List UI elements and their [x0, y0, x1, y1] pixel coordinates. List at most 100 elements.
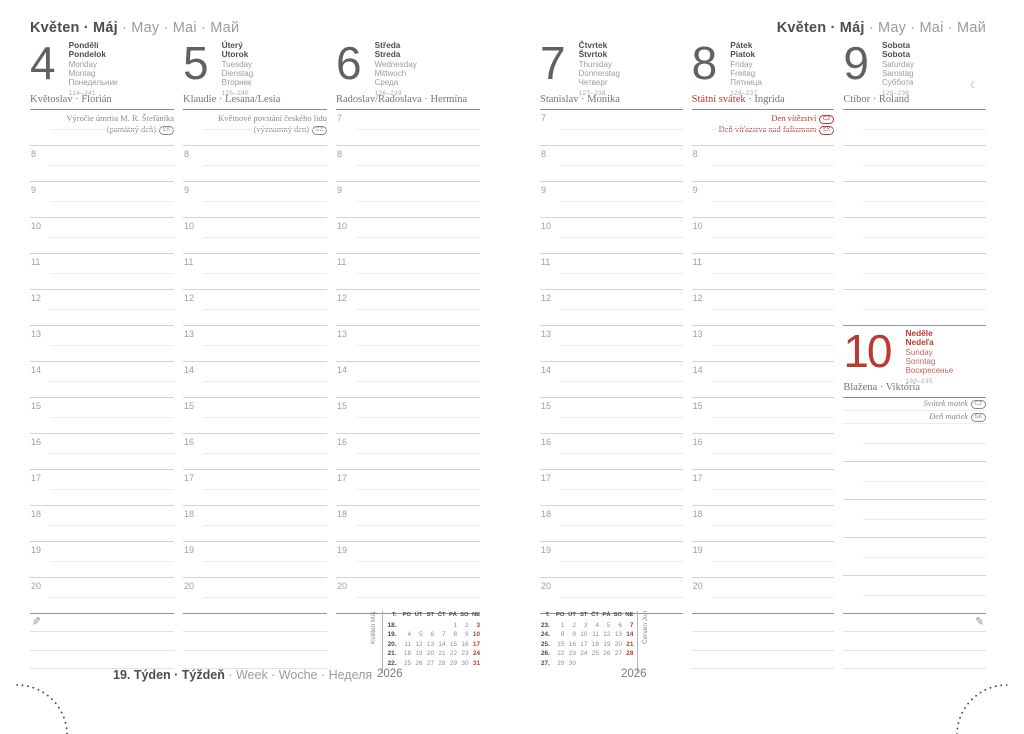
year-label-left: 2026 [377, 668, 403, 680]
half-hour-line [560, 453, 683, 454]
hour-slot: 8 [30, 146, 174, 182]
hour-label: 8 [31, 149, 37, 159]
minical-day-cell: 10 [580, 631, 588, 639]
day-column-9-10: 9 Sobota Sobota Saturday Samstag Суббота 129–2… [843, 37, 987, 734]
minical-month-label-text: Květen Máj [370, 611, 378, 644]
hour-label: 17 [337, 473, 348, 483]
hour-slot: 19 [183, 542, 327, 578]
half-hour-line [711, 561, 835, 562]
day-name: Понедельник [68, 78, 118, 88]
hour-label: 20 [184, 581, 195, 591]
minical-header-row: T. PO ÚT ST ČT PÁ SO NE [540, 611, 633, 621]
mini-calendar-may: Květen Máj T. PO ÚT ST ČT PÁ SO NE 18. 1 2 3 19. 4 5 6 7 8… [370, 611, 480, 673]
half-hour-line [356, 309, 480, 310]
minical-month-label: Červen Jún [642, 611, 650, 657]
hour-label: 18 [31, 509, 42, 519]
hour-label: 16 [337, 437, 348, 447]
minical-week-number: 19. [387, 631, 397, 639]
half-hour-line [863, 129, 987, 130]
note-line-blank [691, 651, 835, 669]
minical-week-row: 23. 1 2 3 4 5 6 7 [540, 621, 633, 631]
hour-label: 20 [31, 581, 42, 591]
hour-slot: 19 [30, 542, 174, 578]
minical-divider [381, 611, 383, 673]
month-header-left: Květen · Máj · May · Mai · Май [30, 20, 239, 36]
month-header-right: Květen · Máj · May · Mai · Май [777, 20, 986, 36]
week-label-light: · Week · Woche · Неделя [228, 668, 373, 682]
holiday-note: Výročie úmrtia M. R. Štefánika [66, 113, 174, 123]
hour-label: 8 [692, 149, 698, 159]
hour-slot: 20 [336, 578, 480, 614]
minical-header-cell: ČT [591, 612, 599, 618]
hour-slot: 19 [691, 542, 835, 578]
minical-day-cell [576, 659, 588, 669]
day-name-labels: Středa Streda Wednesday Mittwoch Среда 126–23… [375, 38, 417, 97]
day-name-labels: Sobota Sobota Saturday Samstag Суббота 129–23… [881, 38, 914, 97]
half-hour-line [356, 453, 480, 454]
pencil-icon: ✎ [973, 615, 985, 629]
hour-slot: 9 [30, 182, 174, 218]
hour-label: 14 [31, 365, 42, 375]
day-column-4: 4 Pondělí Pondelok Monday Montag Понедельник 1… [30, 38, 174, 734]
day-column-6: 6 Středa Streda Wednesday Mittwoch Среда 126–2… [336, 38, 480, 734]
minical-day-cell: 16 [461, 640, 469, 648]
hour-label: 15 [31, 401, 42, 411]
day-name: Суббота [881, 78, 914, 88]
minical-day-cell: 14 [626, 631, 634, 639]
minical-header-cell: ST [426, 612, 434, 618]
hour-label: 17 [692, 473, 703, 483]
half-hour-line [711, 453, 835, 454]
half-hour-line [711, 417, 835, 418]
day-number: 9 [843, 37, 869, 89]
minical-day-cell: 3 [583, 621, 588, 629]
minical-week-row: 27. 29 30 [540, 659, 633, 669]
hour-slot: 10 [540, 218, 683, 254]
minical-day-cell: 2 [572, 621, 576, 629]
minical-header-cell: T. [545, 612, 550, 618]
hour-slot: 8 [691, 146, 835, 182]
hour-label: 11 [184, 257, 194, 267]
minical-day-cell: 28 [626, 650, 634, 658]
hour-label: 14 [337, 365, 348, 375]
minical-month-label: Květen Máj [370, 611, 378, 657]
hour-slot: 12 [183, 290, 327, 326]
minical-day-cell: 11 [404, 640, 411, 648]
half-hour-line [50, 381, 174, 382]
hour-label: 19 [31, 545, 42, 555]
hour-slot: 18 [540, 506, 683, 542]
hour-label: 17 [31, 473, 42, 483]
minical-day-cell: 19 [603, 640, 611, 648]
hour-label: 13 [31, 329, 42, 339]
minical-day-cell: 5 [418, 631, 423, 639]
minical-day-cell: 30 [568, 659, 576, 667]
country-badge-sk: SK [819, 126, 835, 135]
day-name: Samstag [881, 68, 914, 78]
hour-slot [843, 462, 987, 500]
hour-label: 20 [692, 581, 703, 591]
hour-slot: 20 [691, 578, 835, 614]
hour-slot: 12 [691, 290, 835, 326]
hour-slot: 11 [30, 254, 174, 290]
page-left: Květen · Máj · May · Mai · Май 4 Pondělí P… [30, 0, 480, 734]
hour-slot: 20 [540, 578, 683, 614]
minical-day-cell: 18 [591, 640, 599, 648]
minical-day-cell: 11 [592, 631, 599, 639]
minical-day-cell: 24 [580, 650, 588, 658]
hour-label: 13 [541, 329, 552, 339]
hour-label: 7 [541, 113, 547, 123]
month-header-bold: Květen · Máj [776, 20, 865, 36]
hour-label: 19 [541, 545, 552, 555]
hour-label: 12 [31, 293, 42, 303]
minical-header-cell: ÚT [414, 612, 423, 618]
page-curl-decoration-left [16, 684, 68, 734]
day-name: Вторник [221, 78, 252, 88]
year-label-right: 2026 [621, 668, 647, 680]
hour-slot: 13 [183, 326, 327, 362]
day-name-labels: Pátek Piatok Friday Freitag Пятница 128–237 [730, 38, 762, 97]
hour-label: 11 [692, 257, 703, 267]
country-badge-sk: SK [159, 126, 174, 135]
day-of-year: 129–236 [881, 90, 910, 98]
day-of-year: 130–235 [905, 378, 933, 386]
week-label-bold: 19. Týden · Týždeň [113, 668, 225, 682]
day-name: Neděle [905, 328, 933, 338]
